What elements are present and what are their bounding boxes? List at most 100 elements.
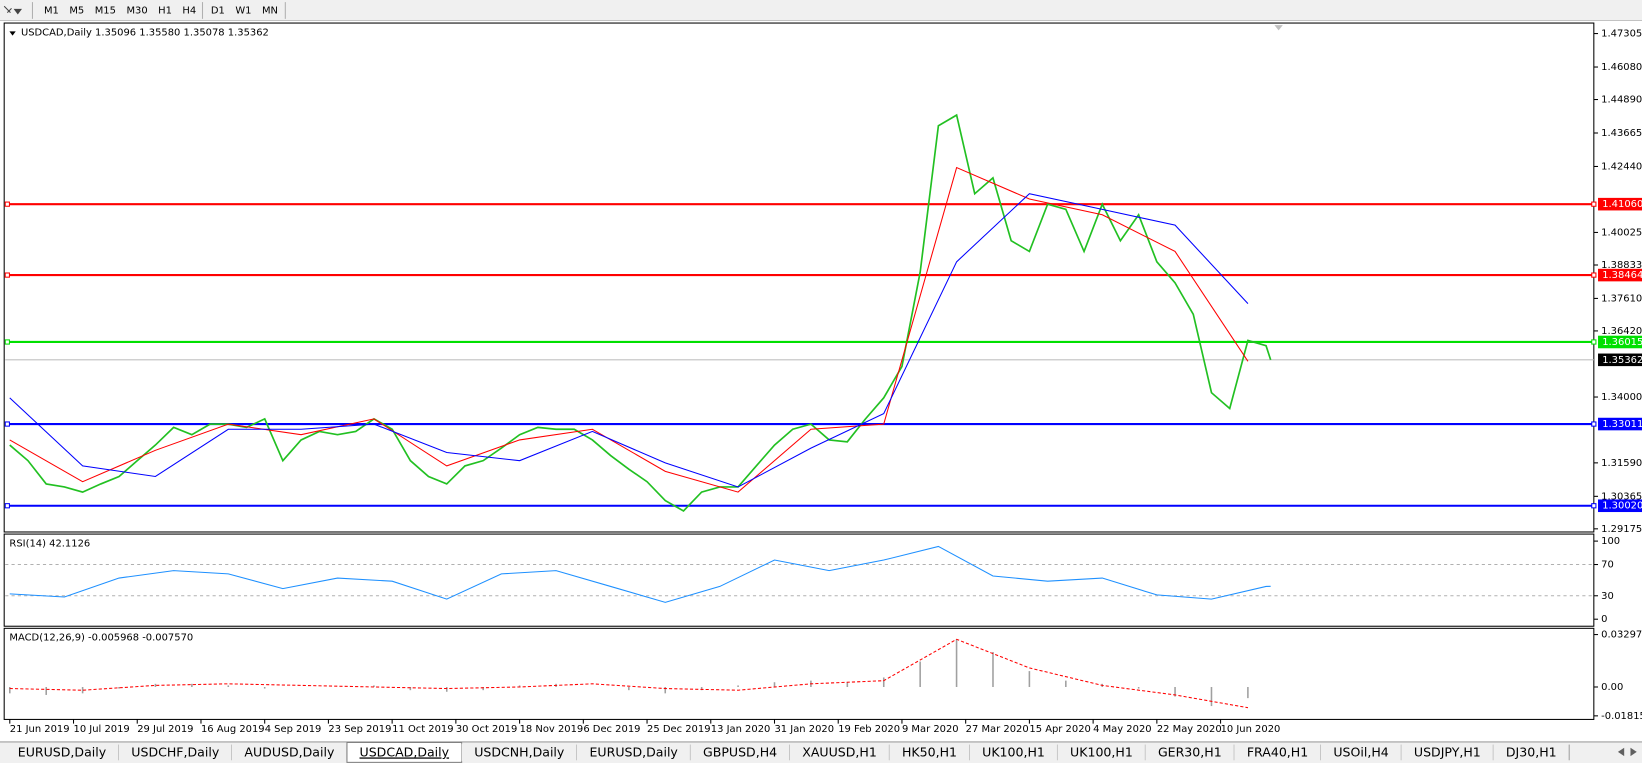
tab-background [1234, 743, 1321, 762]
timeframe-button[interactable]: M30 [126, 5, 147, 16]
tab-label[interactable]: HK50,H1 [902, 744, 957, 759]
y-tick-label: 1.43665 [1601, 128, 1642, 139]
tab-background [5, 743, 119, 762]
tab[interactable]: HK50,H1 [889, 743, 971, 762]
y-tick-label: 1.44890 [1601, 95, 1642, 106]
tab-label[interactable]: DJ30,H1 [1506, 744, 1557, 759]
x-tick-label: 31 Jan 2020 [774, 724, 834, 735]
tab-label[interactable]: UK100,H1 [1070, 744, 1133, 759]
y-tick-label: 1.46080 [1601, 62, 1642, 73]
level-handle [1591, 503, 1597, 509]
tab[interactable]: USDCAD,Daily [346, 741, 463, 763]
timeframe-button[interactable]: M5 [69, 5, 84, 16]
tab[interactable]: USDCHF,Daily [118, 743, 233, 762]
tab-background [690, 743, 790, 762]
x-tick-label: 29 Jul 2019 [137, 724, 193, 735]
panel-frame [3, 533, 1595, 627]
tab-background [1320, 743, 1402, 762]
level-label: 1.33011 [1602, 419, 1642, 430]
tab-label[interactable]: EURUSD,Daily [18, 744, 107, 759]
tab[interactable]: GBPUSD,H4 [690, 743, 791, 762]
tab[interactable]: EURUSD,Daily [576, 743, 691, 762]
tab-background [461, 743, 577, 762]
tab-scroll-right[interactable] [1630, 747, 1637, 757]
tab-list: EURUSD,Daily USDCHF,Daily AUDUSD,Daily USDC… [5, 741, 1570, 763]
tab-background [1493, 743, 1570, 762]
tab-label[interactable]: AUDUSD,Daily [244, 744, 335, 759]
y-tick-label: 30 [1601, 591, 1614, 602]
series-line [9, 193, 1249, 488]
level-handle [1591, 339, 1597, 345]
tab-background [1145, 743, 1235, 762]
series-line [9, 166, 1249, 493]
x-tick-label: 19 Feb 2020 [838, 724, 900, 735]
level-handle [4, 339, 10, 345]
level-handle [1591, 272, 1597, 278]
tab[interactable]: EURUSD,Daily [5, 743, 120, 762]
tab[interactable]: AUDUSD,Daily [231, 743, 348, 762]
timeframe-button[interactable]: M15 [95, 5, 116, 16]
panel-title: MACD(12,26,9) -0.005968 -0.007570 [9, 633, 193, 644]
x-tick-label: 4 Sep 2019 [265, 724, 322, 735]
tab-label[interactable]: EURUSD,Daily [589, 744, 678, 759]
y-tick-label: 1.34000 [1601, 392, 1642, 403]
level-label: 1.36015 [1602, 337, 1642, 348]
level-handle [4, 421, 10, 427]
x-tick-label: 15 Apr 2020 [1029, 724, 1090, 735]
timeframe-button[interactable]: D1 [211, 5, 225, 16]
tab-background [576, 743, 691, 762]
tab[interactable]: GER30,H1 [1145, 743, 1235, 762]
y-tick-label: 70 [1601, 560, 1614, 571]
tab-label[interactable]: FRA40,H1 [1247, 744, 1308, 759]
x-tick-label: 4 May 2020 [1093, 724, 1151, 735]
tab[interactable]: USDCNH,Daily [461, 743, 578, 762]
toolbar [0, 0, 1642, 21]
x-tick-label: 22 May 2020 [1157, 724, 1222, 735]
tab[interactable]: UK100,H1 [1057, 743, 1146, 762]
header-arrow [9, 31, 16, 36]
tab-background [118, 743, 232, 762]
shift-marker [1274, 25, 1283, 31]
x-tick-label: 23 Sep 2019 [328, 724, 391, 735]
tab-label[interactable]: USOil,H4 [1333, 744, 1388, 759]
x-tick-label: 21 Jun 2019 [10, 724, 70, 735]
timeframe-button[interactable]: M1 [44, 5, 59, 16]
tab-background [889, 743, 970, 762]
tab[interactable]: USDJPY,H1 [1401, 743, 1494, 762]
tab-label[interactable]: XAUUSD,H1 [802, 744, 877, 759]
tab[interactable]: DJ30,H1 [1493, 743, 1570, 762]
crosshair-icon[interactable] [3, 5, 22, 15]
timeframe-button[interactable]: H4 [182, 5, 196, 16]
tab-label[interactable]: USDCHF,Daily [131, 744, 220, 759]
tab[interactable]: FRA40,H1 [1234, 743, 1322, 762]
tab-label[interactable]: GER30,H1 [1158, 744, 1222, 759]
y-tick-label: 1.36420 [1601, 326, 1642, 337]
x-tick-label: 30 Oct 2019 [456, 724, 517, 735]
level-label: 1.30020 [1602, 501, 1642, 512]
y-tick-label: 1.31590 [1601, 458, 1642, 469]
tab-label[interactable]: USDCNH,Daily [474, 744, 565, 759]
timeframe-button[interactable]: W1 [235, 5, 251, 16]
tab[interactable]: USOil,H4 [1320, 743, 1402, 762]
x-tick-label: 10 Jul 2019 [74, 724, 130, 735]
tab-background [969, 743, 1058, 762]
tab-label[interactable]: USDJPY,H1 [1414, 744, 1481, 759]
tab-label[interactable]: GBPUSD,H4 [703, 744, 777, 759]
y-tick-label: 1.42440 [1601, 161, 1642, 172]
x-tick-label: 13 Jan 2020 [711, 724, 771, 735]
timeframe-button[interactable]: MN [262, 5, 278, 16]
tab-label[interactable]: UK100,H1 [982, 744, 1045, 759]
timeframe-button[interactable]: H1 [158, 5, 172, 16]
level-label-box [1598, 268, 1642, 282]
level-label: 1.38464 [1602, 270, 1642, 281]
y-tick-label: 1.37610 [1601, 293, 1642, 304]
tab-scroll-left[interactable] [1617, 747, 1625, 757]
panel-title: RSI(14) 42.1126 [9, 539, 90, 550]
level-handle [1591, 201, 1597, 207]
tab-label[interactable]: USDCAD,Daily [360, 744, 450, 759]
level-handle [4, 503, 10, 509]
tab[interactable]: XAUUSD,H1 [789, 743, 890, 762]
tab[interactable]: UK100,H1 [969, 743, 1059, 762]
chart-area [0, 20, 1642, 742]
